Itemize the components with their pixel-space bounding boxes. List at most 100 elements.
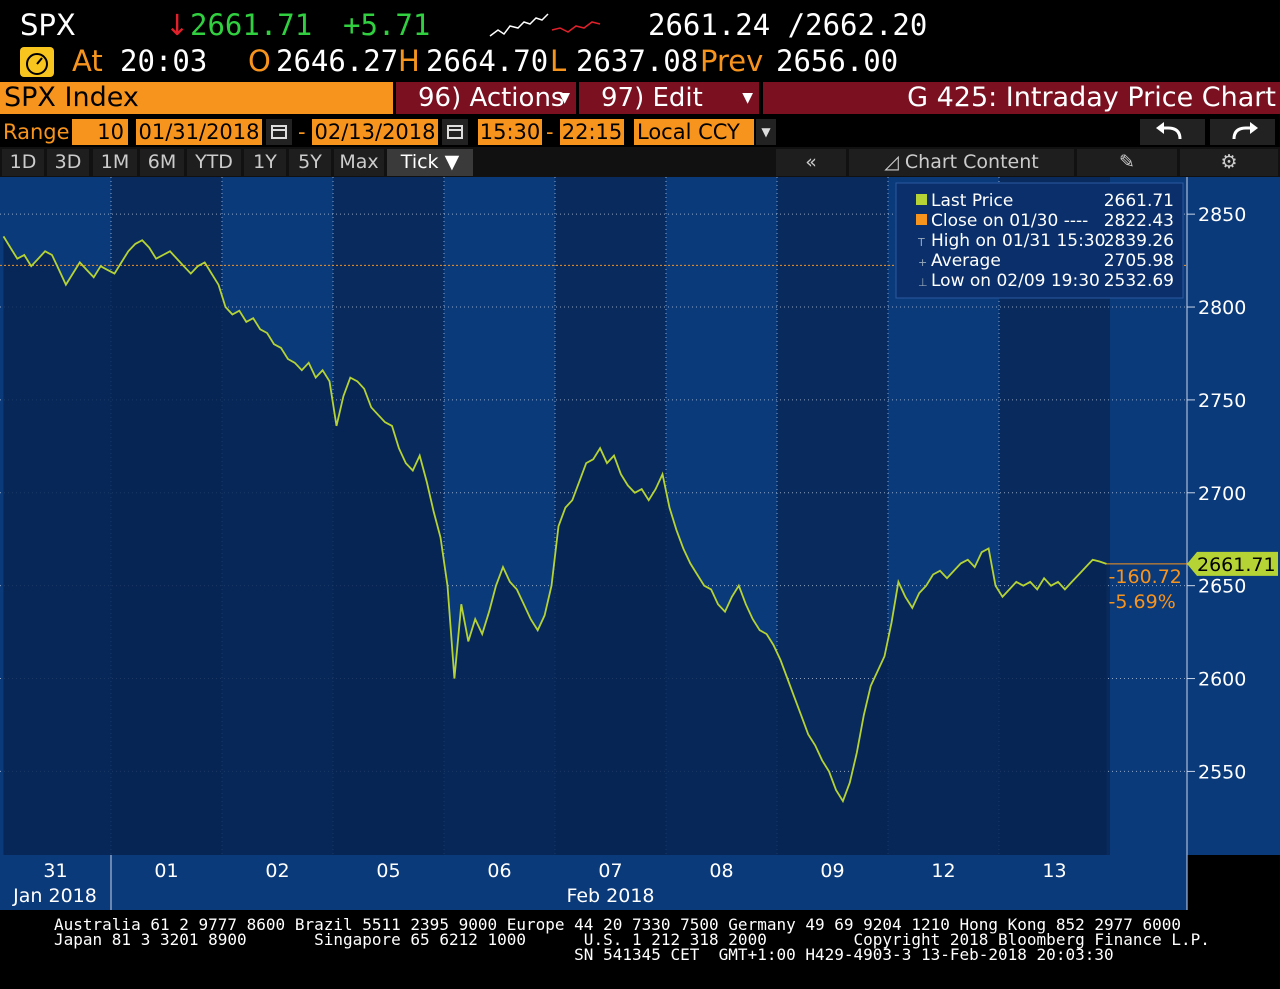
legend-marker: + [918, 256, 927, 269]
period-max[interactable]: Max [334, 149, 384, 176]
period-1d[interactable]: 1D [2, 149, 44, 176]
toolbar: SPX Index 96) Actions ▼ 97) Edit ▼ G 425… [0, 80, 1280, 116]
interval-input[interactable]: 10 [72, 119, 128, 145]
x-axis-background [0, 855, 1187, 910]
chevron-down-icon[interactable]: ▼ [756, 119, 776, 145]
end-date-input[interactable]: 02/13/2018 [312, 119, 438, 145]
high-label: H [398, 44, 420, 78]
x-tick-label: 08 [709, 860, 733, 882]
legend[interactable]: Last Price 2661.71 Close on 01/30 ---- 2822… [895, 182, 1184, 299]
legend-label: Average [931, 251, 1001, 271]
chevron-down-icon: ▼ [742, 90, 753, 106]
x-tick-label: 07 [598, 860, 622, 882]
period-6m[interactable]: 6M [140, 149, 184, 176]
calendar-icon[interactable] [266, 119, 292, 145]
change-absolute: -160.72 [1109, 566, 1182, 588]
price-area [3, 236, 1107, 855]
legend-swatch [916, 214, 927, 225]
y-tick-label: 2800 [1198, 297, 1246, 319]
legend-marker: ⊥ [918, 276, 928, 289]
quote-header: SPX ↓ 2661.71 +5.71 2661.24 /2662.20 At … [0, 0, 1280, 80]
last-price-tag [1187, 551, 1278, 576]
period-1m[interactable]: 1M [93, 149, 137, 176]
footer-line-3: SN 541345 CET GMT+1:00 H429-4903-3 13-Fe… [54, 945, 1114, 964]
actions-label: 96) Actions [418, 83, 565, 113]
gauge-icon[interactable] [20, 47, 54, 77]
undo-button[interactable] [1140, 119, 1205, 145]
sparkline-icon [489, 13, 601, 37]
x-tick-label: 12 [931, 860, 955, 882]
range-row: Range 10 01/31/2018 - 02/13/2018 15:30 -… [0, 117, 1280, 147]
period-3d[interactable]: 3D [47, 149, 89, 176]
y-axis-background [1187, 177, 1280, 855]
range-label: Range [3, 120, 70, 144]
footer: Australia 61 2 9777 8600 Brazil 5511 239… [0, 912, 1280, 989]
x-tick-label: 31 [43, 860, 67, 882]
collapse-button[interactable]: « [776, 149, 846, 176]
x-axis: 31 01 02 05 06 07 08 09 12 13 Jan 2018 Feb 2018 [12, 860, 1066, 907]
y-axis: 2850 2800 2750 2700 2650 2600 2550 [1187, 204, 1246, 783]
legend-value: 2822.43 [1104, 211, 1174, 231]
chevron-down-icon: ▼ [559, 90, 570, 106]
edit-chart-icon[interactable]: ✎ [1077, 149, 1177, 176]
calendar-icon[interactable] [442, 119, 468, 145]
start-time-input[interactable]: 15:30 [478, 119, 542, 145]
y-tick-label: 2600 [1198, 669, 1246, 691]
currency-select[interactable]: Local CCY [634, 119, 754, 145]
edit-label: 97) Edit [601, 83, 703, 113]
x-tick-label: 05 [376, 860, 400, 882]
legend-swatch [916, 194, 927, 205]
net-change: +5.71 [343, 8, 431, 42]
prev-label: Prev [700, 44, 764, 78]
prev-value: 2656.00 [776, 44, 899, 78]
legend-marker: T [917, 236, 925, 249]
period-1y[interactable]: 1Y [244, 149, 286, 176]
x-tick-label: 13 [1042, 860, 1066, 882]
period-row: 1D 3D 1M 6M YTD 1Y 5Y Max Tick ▼ « ◿ Cha… [0, 147, 1280, 177]
footer-line-2: Japan 81 3 3201 8900 Singapore 65 6212 1… [54, 930, 1210, 949]
function-title: G 425: Intraday Price Chart [763, 82, 1280, 114]
low-label: L [550, 44, 567, 78]
month-label: Jan 2018 [12, 885, 97, 907]
gear-icon[interactable]: ⚙ [1180, 149, 1278, 176]
chart-content-label: Chart Content [904, 151, 1039, 173]
security-field[interactable]: SPX Index [0, 82, 393, 114]
legend-label: High on 01/31 15:30 [931, 231, 1105, 251]
month-label: Feb 2018 [566, 885, 654, 907]
legend-value: 2705.98 [1104, 251, 1174, 271]
quote-time: 20:03 [120, 44, 208, 78]
at-label: At [72, 44, 103, 78]
price-chart[interactable]: 2850 2800 2750 2700 2650 2600 2550 31 01 02 05 06 0… [0, 177, 1280, 910]
last-price-tag-label: 2661.71 [1197, 554, 1276, 576]
start-date-input[interactable]: 01/31/2018 [136, 119, 262, 145]
legend-label: Close on 01/30 ---- [931, 211, 1088, 231]
footer-line-1: Australia 61 2 9777 8600 Brazil 5511 239… [54, 915, 1182, 934]
low-value: 2637.08 [576, 44, 699, 78]
edit-menu[interactable]: 97) Edit ▼ [579, 82, 759, 114]
period-ytd[interactable]: YTD [187, 149, 241, 176]
legend-value: 2532.69 [1104, 271, 1174, 291]
bid-ask: 2661.24 /2662.20 [648, 8, 928, 42]
end-time-input[interactable]: 22:15 [560, 119, 624, 145]
y-tick-label: 2650 [1198, 576, 1246, 598]
chart-content-button[interactable]: ◿ Chart Content [849, 149, 1074, 176]
open-value: 2646.27 [276, 44, 399, 78]
y-tick-label: 2700 [1198, 483, 1246, 505]
open-label: O [248, 44, 271, 78]
x-tick-label: 02 [265, 860, 289, 882]
x-tick-label: 01 [154, 860, 178, 882]
period-tick-select[interactable]: Tick ▼ [387, 149, 473, 176]
y-tick-label: 2750 [1198, 390, 1246, 412]
date-separator: - [298, 120, 306, 144]
legend-label: Low on 02/09 19:30 [931, 271, 1100, 291]
actions-menu[interactable]: 96) Actions ▼ [396, 82, 576, 114]
period-5y[interactable]: 5Y [289, 149, 331, 176]
down-arrow-icon: ↓ [165, 8, 190, 42]
change-percent: -5.69% [1109, 591, 1176, 613]
legend-value: 2839.26 [1104, 231, 1174, 251]
x-tick-label: 06 [487, 860, 511, 882]
chart-icon: ◿ [884, 151, 905, 173]
redo-button[interactable] [1210, 119, 1275, 145]
y-tick-label: 2850 [1198, 204, 1246, 226]
last-price: 2661.71 [190, 8, 313, 42]
